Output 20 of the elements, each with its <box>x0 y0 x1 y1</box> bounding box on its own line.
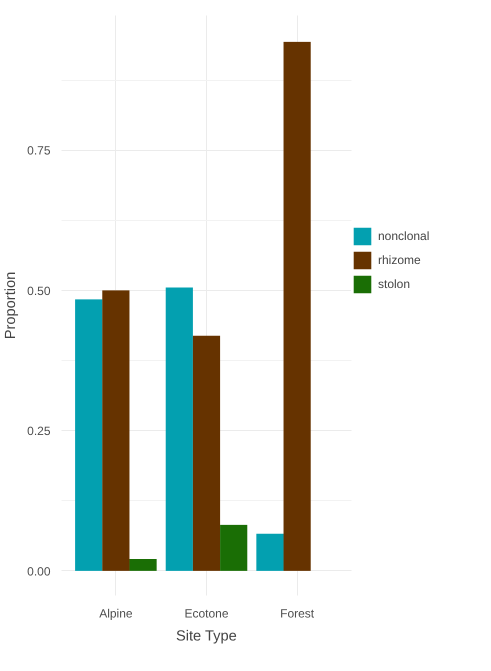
x-tick-label: Ecotone <box>184 606 229 620</box>
legend-label: nonclonal <box>378 229 430 243</box>
y-tick-label: 0.50 <box>27 284 51 298</box>
bar <box>220 524 248 571</box>
y-tick-label: 0.00 <box>27 564 51 578</box>
bar <box>102 290 130 571</box>
bar <box>75 299 102 571</box>
y-axis-title: Proportion <box>3 272 20 340</box>
bar <box>256 534 284 571</box>
x-tick-label: Forest <box>280 606 315 620</box>
bar <box>166 288 193 571</box>
bar <box>192 336 220 571</box>
legend-label: stolon <box>378 277 410 291</box>
x-tick-label: Alpine <box>99 606 133 620</box>
bar <box>284 42 311 571</box>
y-tick-label: 0.75 <box>27 144 51 158</box>
y-tick-label: 0.25 <box>27 424 51 438</box>
x-axis-title: Site Type <box>176 628 237 644</box>
legend-label: rhizome <box>378 253 421 267</box>
bar <box>129 559 157 571</box>
